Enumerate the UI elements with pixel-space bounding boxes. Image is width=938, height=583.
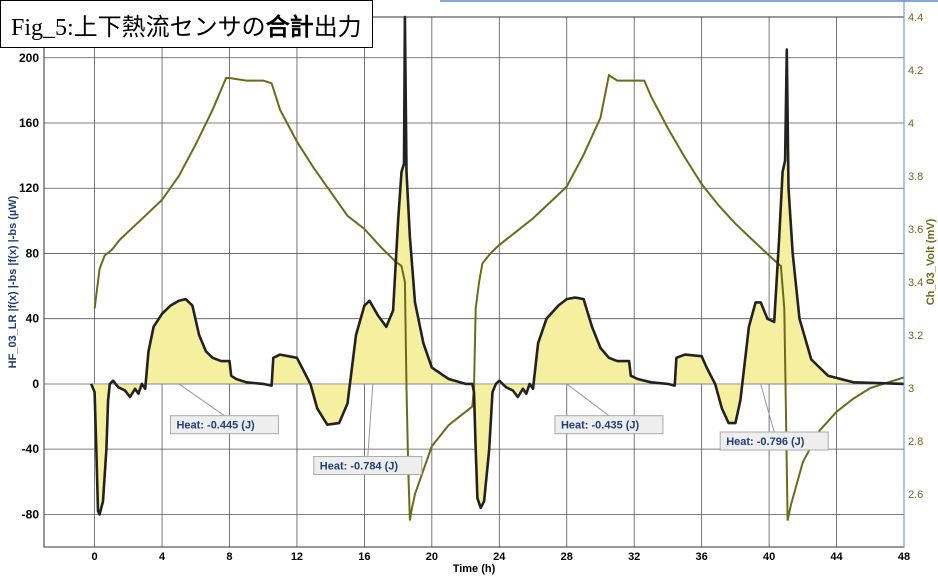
y-tick-label-left: 160	[19, 116, 39, 130]
series-line-left	[89, 15, 905, 516]
annotation-label: Heat: -0.784 (J)	[320, 460, 399, 472]
y-tick-label-right: 3.2	[908, 330, 923, 342]
annotation-box	[313, 455, 423, 475]
y-tick-label-right: 3	[908, 383, 914, 395]
figure-title: Fig_5:上下熱流センサの 合計 出力	[0, 0, 373, 48]
annotations: Heat: -0.445 (J) Heat: -0.784 (J) Heat: -0…	[169, 383, 829, 475]
y-tick-label-left: -80	[22, 507, 40, 521]
y-tick-label-right: 3.4	[908, 277, 923, 289]
x-tick-label: 24	[493, 551, 506, 563]
x-tick-label: 16	[358, 551, 370, 563]
x-tick-label: 40	[763, 551, 775, 563]
annotation-label: Heat: -0.435 (J)	[561, 420, 640, 432]
y-tick-label-right: 4.2	[908, 65, 923, 77]
x-tick-label: 12	[291, 551, 303, 563]
annotation-label: Heat: -0.445 (J)	[176, 420, 255, 432]
annotation-box	[554, 415, 664, 435]
x-tick-label: 28	[561, 551, 573, 563]
figure-title-part2: 合計	[265, 14, 314, 41]
y-axis-label-left: HF_03_LR |f(x) |-bs |f(x) |-bs (µW)	[7, 195, 19, 368]
y-tick-label-left: 200	[19, 51, 39, 65]
x-tick-label: 8	[226, 551, 232, 563]
annotation-leader	[760, 383, 775, 433]
x-tick-label: 32	[628, 551, 640, 563]
figure-title-part1: Fig_5:上下熱流センサの	[11, 14, 266, 41]
y-tick-label-left: 80	[26, 246, 40, 260]
x-tick-label: 20	[426, 551, 438, 563]
annotation-box	[169, 415, 279, 435]
y-axis-label-right: Ch_03_Volt (mV)	[925, 218, 937, 305]
x-tick-label: 44	[830, 551, 843, 563]
y-tick-label-right: 3.6	[908, 224, 923, 236]
annotation-box	[719, 431, 829, 451]
y-tick-label-left: -40	[22, 442, 40, 456]
x-tick-label: 0	[92, 551, 98, 563]
annotation-leader	[566, 383, 610, 417]
series-lines	[89, 15, 905, 521]
axes: 0 4 8 12 16 20 24 28 32 36 40 44 48-80-4004080120160…	[7, 0, 938, 575]
plot-area	[44, 17, 904, 547]
y-tick-label-right: 3.8	[908, 171, 923, 183]
x-tick-label: 4	[159, 551, 166, 563]
y-tick-label-right: 2.6	[908, 489, 923, 501]
y-tick-label-left: 40	[26, 312, 40, 326]
y-tick-label-left: 0	[32, 377, 39, 391]
figure-title-part3: 出力	[313, 14, 362, 41]
annotation-leader	[367, 383, 374, 457]
y-tick-label-left: 120	[19, 181, 39, 195]
y-tick-label-right: 2.8	[908, 436, 923, 448]
annotation-label: Heat: -0.796 (J)	[726, 436, 805, 448]
y-tick-label-right: 4	[908, 118, 914, 130]
annotation-leader	[178, 383, 225, 417]
x-tick-label: 36	[696, 551, 708, 563]
x-axis-label: Time (h)	[453, 563, 496, 575]
x-tick-label: 48	[898, 551, 910, 563]
y-tick-label-right: 4.4	[908, 12, 923, 24]
